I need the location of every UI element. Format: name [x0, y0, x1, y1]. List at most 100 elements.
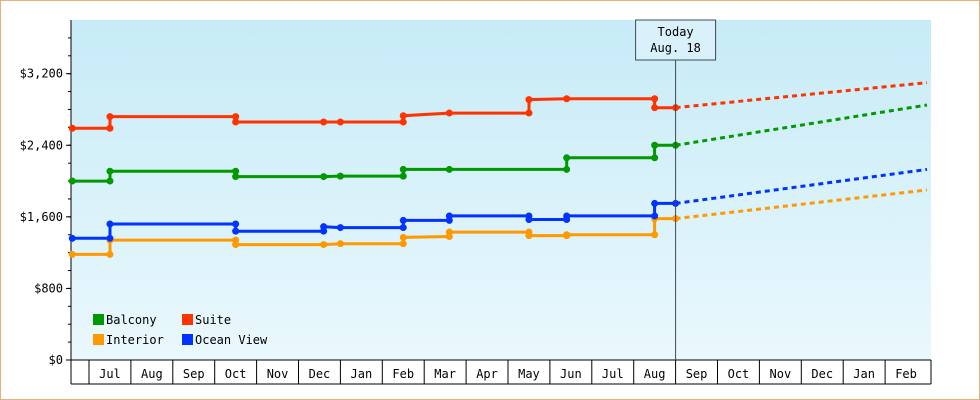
data-point [106, 124, 114, 132]
data-point [232, 220, 240, 228]
legend-swatch [93, 314, 104, 325]
data-point [651, 231, 659, 239]
today-box [635, 19, 717, 61]
series-balcony [68, 103, 928, 185]
x-tick-label: Jan [853, 367, 875, 381]
data-point [336, 172, 344, 180]
x-tick-label: Nov [267, 367, 289, 381]
forecast-line [675, 103, 928, 147]
x-tick-label: May [518, 367, 540, 381]
forecast-line [675, 167, 928, 205]
data-point [232, 241, 240, 249]
data-point [563, 212, 571, 220]
data-point [68, 234, 76, 242]
data-point [399, 112, 407, 120]
data-point [525, 232, 533, 240]
legend-label: Balcony [106, 313, 157, 327]
today-date: Aug. 18 [650, 41, 701, 55]
legend-label: Suite [195, 313, 231, 327]
legend-swatch [93, 334, 104, 345]
data-point [68, 177, 76, 185]
y-tick-label: $800 [34, 281, 63, 295]
data-point [68, 250, 76, 258]
x-tick-label: Mar [434, 367, 456, 381]
x-tick-label: Jan [351, 367, 373, 381]
forecast-line [675, 188, 928, 221]
x-tick-label: Sep [183, 367, 205, 381]
legend-item-suite: Suite [182, 313, 231, 327]
plot-area [71, 20, 931, 360]
data-point [651, 199, 659, 207]
x-tick-label: Jul [99, 367, 121, 381]
x-tick-label: Nov [770, 367, 792, 381]
legend: Balcony Suite Interior Ocean View [93, 313, 268, 347]
data-point [232, 113, 240, 121]
data-point [106, 220, 114, 228]
legend-swatch [182, 334, 193, 345]
x-tick-label: Jul [602, 367, 624, 381]
x-tick-label: Oct [225, 367, 247, 381]
x-tick-label: Dec [811, 367, 833, 381]
data-point [106, 113, 114, 121]
data-point [399, 224, 407, 232]
data-point [651, 104, 659, 112]
legend-label: Ocean View [195, 333, 268, 347]
y-tick-label: $0 [49, 353, 63, 367]
x-tick-label: Dec [309, 367, 331, 381]
series-ocean-view [68, 167, 928, 242]
data-point [336, 118, 344, 126]
x-tick-label: Apr [476, 367, 498, 381]
series-suite [68, 81, 928, 132]
data-point [336, 224, 344, 232]
data-point [445, 165, 453, 173]
forecast-line [675, 81, 928, 110]
data-point [68, 124, 76, 132]
data-point [651, 154, 659, 162]
data-point [651, 95, 659, 103]
data-point [106, 167, 114, 175]
data-point [525, 216, 533, 224]
data-point [320, 118, 328, 126]
data-point [399, 233, 407, 241]
data-point [320, 241, 328, 249]
x-tick-label: Jun [560, 367, 582, 381]
data-point [563, 95, 571, 103]
data-point [651, 141, 659, 149]
legend-swatch [182, 314, 193, 325]
y-tick-label: $3,200 [20, 67, 63, 81]
y-axis-ticks: $0 $800 $1,600 $2,400 $3,200 [20, 37, 71, 367]
data-point [399, 165, 407, 173]
data-point [106, 234, 114, 242]
data-point [525, 109, 533, 117]
x-tick-label: Feb [895, 367, 917, 381]
x-tick-label: Feb [392, 367, 414, 381]
data-point [445, 109, 453, 117]
legend-item-ocean-view: Ocean View [182, 333, 268, 347]
y-tick-label: $1,600 [20, 210, 63, 224]
data-point [563, 231, 571, 239]
data-point [232, 173, 240, 181]
today-marker: Today Aug. 18 [635, 19, 717, 360]
data-point [445, 228, 453, 236]
data-point [320, 223, 328, 231]
data-point [336, 240, 344, 248]
data-point [563, 165, 571, 173]
x-tick-label: Aug [141, 367, 163, 381]
data-point [320, 173, 328, 181]
x-tick-label: Oct [728, 367, 750, 381]
data-point [399, 172, 407, 180]
x-axis-ticks: Jul Aug Sep Oct Nov Dec Jan Feb Mar Apr May Jun Jul A… [70, 360, 932, 384]
legend-item-balcony: Balcony [93, 313, 157, 327]
legend-item-interior: Interior [93, 333, 164, 347]
data-point [399, 118, 407, 126]
series-layer [68, 81, 928, 258]
data-point [232, 227, 240, 235]
data-point [106, 177, 114, 185]
x-tick-label: Aug [644, 367, 666, 381]
x-tick-label: Sep [686, 367, 708, 381]
data-point [399, 216, 407, 224]
series-interior [68, 188, 928, 258]
data-point [525, 96, 533, 104]
data-point [232, 118, 240, 126]
